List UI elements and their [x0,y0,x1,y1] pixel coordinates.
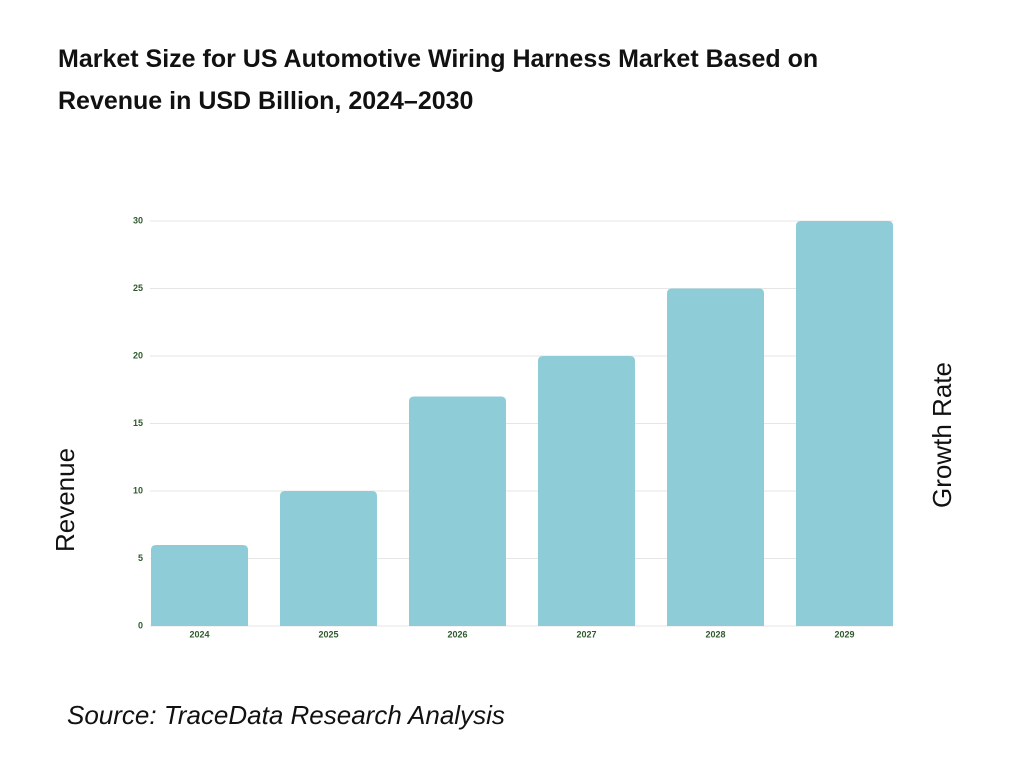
x-tick-label: 2026 [447,629,467,639]
x-tick-label: 2024 [189,629,209,639]
bar [796,221,893,626]
source-note: Source: TraceData Research Analysis [67,700,505,730]
y-tick-label: 30 [133,215,143,225]
y-tick-label: 15 [133,418,143,428]
x-tick-label: 2025 [318,629,338,639]
y-tick-label: 10 [133,485,143,495]
x-tick-label: 2029 [834,629,854,639]
x-tick-label: 2027 [576,629,596,639]
bar [151,545,248,626]
y2-axis-label: Growth Rate [927,362,957,508]
y-tick-label: 25 [133,283,143,293]
y-tick-label: 5 [138,553,143,563]
y-tick-label: 0 [138,620,143,630]
bar [280,491,377,626]
bar [667,288,764,626]
bar [538,356,635,626]
chart-title: Market Size for US Automotive Wiring Har… [58,45,819,115]
x-tick-label: 2028 [705,629,725,639]
bar [409,396,506,626]
y-tick-label: 20 [133,350,143,360]
y-axis-label: Revenue [50,448,80,552]
